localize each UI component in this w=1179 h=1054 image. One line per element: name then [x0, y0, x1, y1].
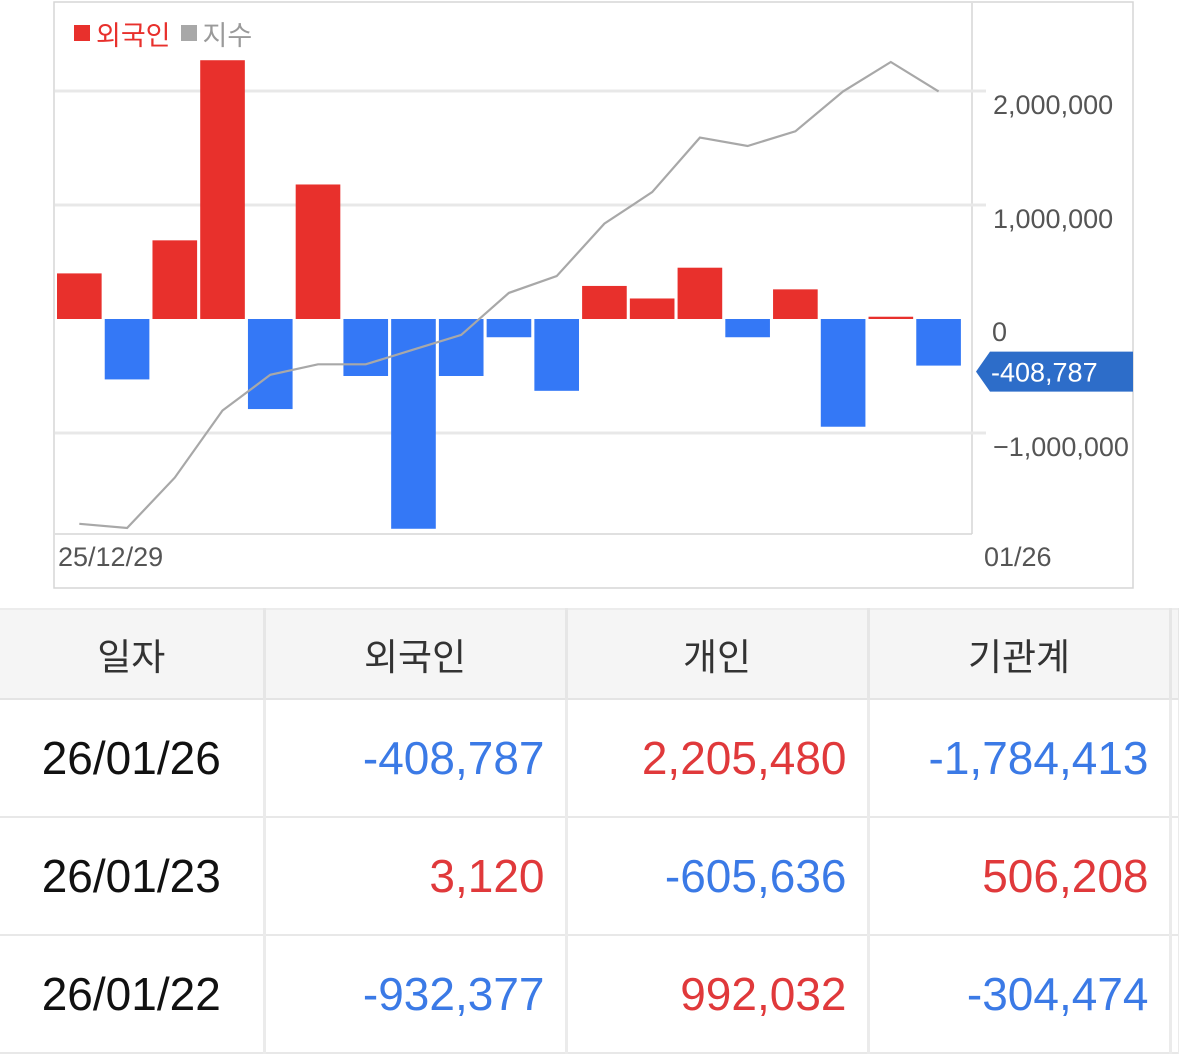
- header-institution[interactable]: 기관계: [868, 608, 1172, 700]
- bar: [725, 319, 770, 338]
- investor-table: 일자 외국인 개인 기관계 26/01/26 -408,787 2,205,480-…: [0, 608, 1179, 1054]
- y-tick-label: −1,000,000: [993, 432, 1129, 462]
- y-tick-label: 1,000,000: [993, 204, 1113, 234]
- table-row[interactable]: 26/01/23 3,120 -605,636 506,208: [0, 817, 1179, 936]
- last-value-badge: -408,787: [976, 351, 1133, 392]
- row-institution-cell: -304,474: [868, 935, 1172, 1054]
- row-overflow-cell: [1170, 817, 1179, 936]
- bar: [868, 316, 914, 319]
- bar: [773, 289, 818, 319]
- row-overflow-cell: [1170, 935, 1179, 1054]
- x-label-last: 01/26: [984, 542, 1052, 572]
- bar: [582, 285, 627, 319]
- bar: [629, 298, 675, 319]
- bar: [534, 319, 580, 391]
- y-tick-label: 2,000,000: [993, 90, 1113, 120]
- row-date-cell: 26/01/23: [0, 817, 266, 936]
- bar: [57, 273, 102, 319]
- row-foreign-cell: -932,377: [264, 935, 568, 1054]
- row-individual-cell: 2,205,480: [566, 699, 870, 818]
- bar: [152, 240, 198, 319]
- investor-flow-chart: 2,000,000 1,000,000 0 −1,000,000 25/12/29 01/…: [53, 1, 1134, 589]
- bar: [486, 319, 532, 338]
- header-overflow: [1170, 608, 1179, 700]
- bar: [677, 267, 723, 319]
- bar: [438, 319, 484, 376]
- row-individual-cell: -605,636: [566, 817, 870, 936]
- gray-square-icon: [180, 25, 197, 41]
- row-institution-cell: 506,208: [868, 817, 1172, 936]
- row-date-cell: 26/01/26: [0, 699, 266, 818]
- legend-label-foreign: 외국인: [96, 20, 171, 51]
- row-institution-cell: -1,784,413: [868, 699, 1172, 818]
- row-foreign-cell: 3,120: [264, 817, 568, 936]
- table-row[interactable]: 26/01/22 -932,377 992,032 -304,474: [0, 935, 1179, 1054]
- legend-label-index: 지수: [202, 20, 253, 51]
- index-line: [79, 60, 940, 530]
- x-label-first: 25/12/29: [58, 542, 163, 572]
- chart-legend: 외국인 지수: [74, 14, 262, 53]
- bar: [820, 319, 866, 427]
- bar: [247, 319, 293, 410]
- bar: [200, 60, 245, 319]
- header-date[interactable]: 일자: [0, 608, 266, 700]
- legend-item-foreign: 외국인: [74, 14, 171, 53]
- bar: [343, 319, 389, 376]
- table-header-row: 일자 외국인 개인 기관계: [0, 608, 1179, 700]
- legend-item-index: 지수: [180, 14, 253, 53]
- row-date-cell: 26/01/22: [0, 935, 266, 1054]
- row-overflow-cell: [1170, 699, 1179, 818]
- header-individual[interactable]: 개인: [566, 608, 870, 700]
- row-foreign-cell: -408,787: [264, 699, 568, 818]
- bar: [104, 319, 150, 380]
- bar: [916, 319, 961, 366]
- bar: [295, 184, 341, 319]
- table-row[interactable]: 26/01/26 -408,787 2,205,480 -1,784,413: [0, 699, 1179, 818]
- badge-shape: [976, 351, 1133, 392]
- badge-value: -408,787: [991, 358, 1098, 388]
- y-tick-label: 0: [992, 317, 1007, 347]
- red-square-icon: [74, 25, 90, 41]
- header-foreign[interactable]: 외국인: [264, 608, 568, 700]
- row-individual-cell: 992,032: [566, 935, 870, 1054]
- chart-canvas: 2,000,000 1,000,000 0 −1,000,000 25/12/29 01/…: [53, 1, 1134, 589]
